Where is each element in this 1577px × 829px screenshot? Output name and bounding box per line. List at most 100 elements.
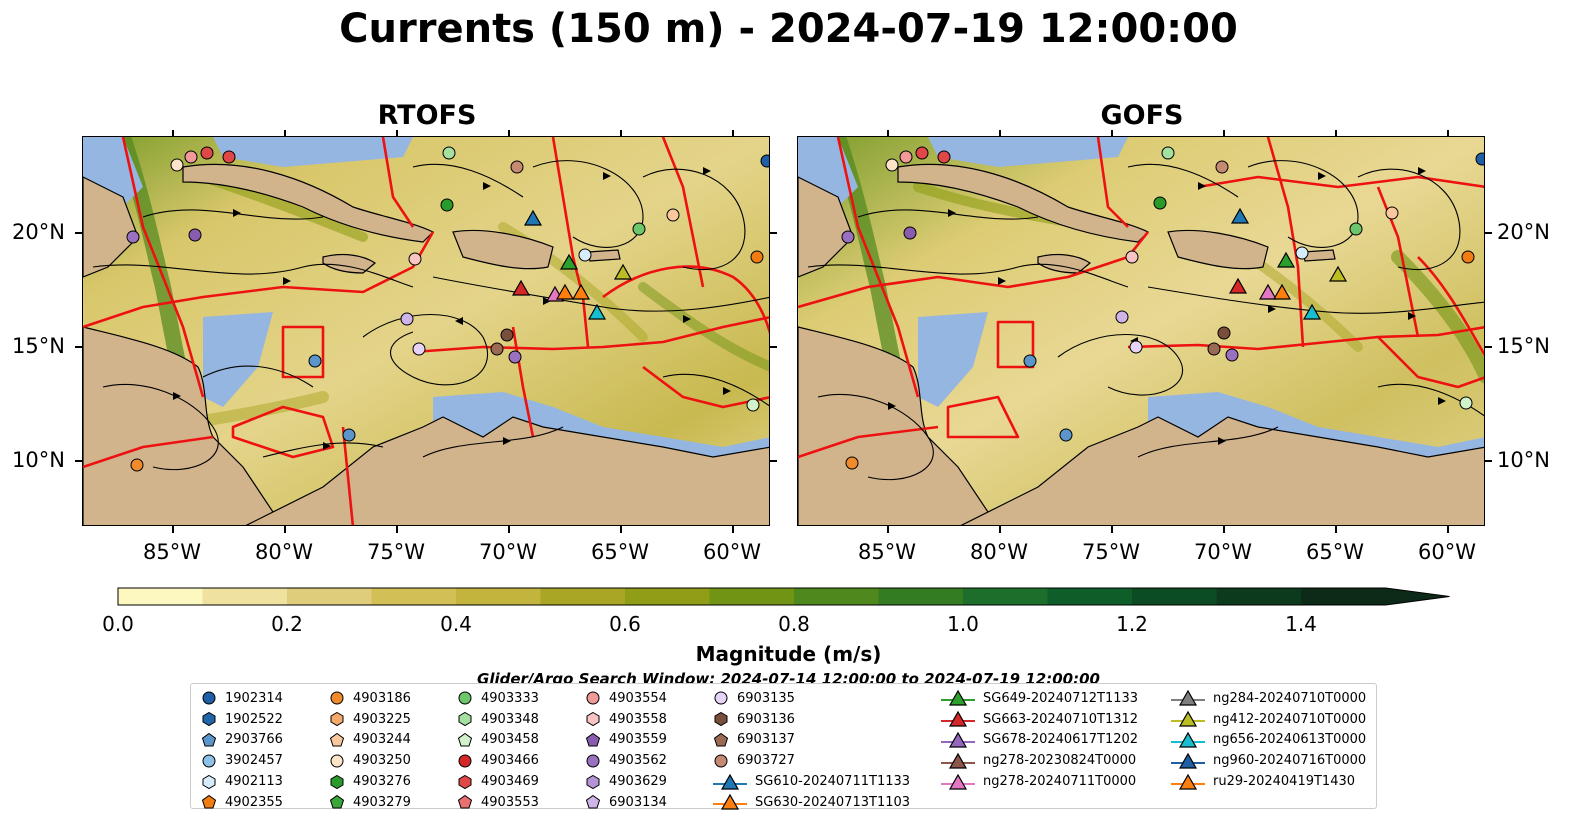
- lat-label: 10°N: [12, 448, 65, 472]
- land-hispaniola: [452, 229, 554, 270]
- legend-item: 6903135: [713, 688, 910, 709]
- map-gofs[interactable]: [797, 136, 1485, 526]
- legend-item: 4903466: [457, 750, 539, 771]
- land-hispaniola: [1167, 229, 1269, 270]
- glider-marker-icon: [941, 710, 983, 728]
- legend-column: 6903135 6903136 6903137 6903727 SG610-202407…: [713, 688, 910, 813]
- legend-label: 4903562: [609, 753, 667, 769]
- legend-label: 4903558: [609, 711, 667, 727]
- legend-item: 4903559: [585, 730, 667, 751]
- glider-marker-icon: [1171, 689, 1213, 707]
- colorbar-tick: 1.0: [947, 612, 979, 636]
- legend-label: SG649-20240712T1133: [983, 690, 1139, 706]
- legend-item: 4903333: [457, 688, 539, 709]
- float-markers: [126, 146, 769, 472]
- thermal-fronts: [83, 137, 769, 525]
- legend-label: 4903466: [481, 753, 539, 769]
- pentagon-marker-icon: [585, 794, 609, 810]
- hexagon-marker-icon: [585, 774, 609, 790]
- lat-label: 20°N: [12, 220, 65, 244]
- legend-label: 4903629: [609, 774, 667, 790]
- colorbar-segment: [456, 588, 541, 605]
- glider-marker-icon: [1171, 752, 1213, 770]
- legend-item: 4902355: [201, 792, 283, 813]
- legend-label: 4903458: [481, 732, 539, 748]
- legend-item: 4903244: [329, 730, 411, 751]
- colorbar-tick: 1.4: [1285, 612, 1317, 636]
- legend-item: 4903348: [457, 709, 539, 730]
- land-yucatan: [798, 176, 854, 278]
- land-cuba: [897, 163, 1150, 243]
- legend-label: 4903186: [353, 690, 411, 706]
- pentagon-marker-icon: [585, 732, 609, 748]
- legend-label: 4903348: [481, 711, 539, 727]
- stream-arrows: [173, 167, 731, 450]
- legend-label: 4902113: [225, 774, 283, 790]
- colorbar-segment: [1047, 588, 1133, 605]
- legend-item: SG610-20240711T1133: [713, 771, 910, 792]
- legend-item: 2903766: [201, 730, 283, 751]
- land-south-america: [960, 416, 1484, 525]
- legend-item: ng960-20240716T0000: [1171, 750, 1366, 771]
- hexagon-marker-icon: [201, 711, 225, 727]
- legend-label: 4903553: [481, 794, 539, 810]
- colorbar-tick: 0.6: [609, 612, 641, 636]
- legend-item: 3902457: [201, 750, 283, 771]
- lon-label: 85°W: [858, 540, 916, 564]
- legend-label: 6903727: [737, 753, 795, 769]
- hexagon-marker-icon: [457, 711, 481, 727]
- land-yucatan: [83, 176, 139, 278]
- circle-marker-icon: [201, 690, 225, 706]
- legend-column: SG649-20240712T1133 SG663-20240710T1312 SG…: [941, 688, 1138, 792]
- map-rtofs-canvas: [83, 137, 769, 525]
- glider-marker-icon: [941, 731, 983, 749]
- pentagon-marker-icon: [329, 732, 353, 748]
- glider-marker-icon: [941, 752, 983, 770]
- pentagon-marker-icon: [457, 732, 481, 748]
- legend-item: 4903558: [585, 709, 667, 730]
- circle-marker-icon: [457, 690, 481, 706]
- stream-arrows: [888, 167, 1446, 445]
- panel-title-rtofs: RTOFS: [377, 100, 477, 131]
- legend-label: 4903276: [353, 774, 411, 790]
- legend-column: 4903186 4903225 4903244 4903250 4903276 49032…: [329, 688, 411, 813]
- legend-label: ng412-20240710T0000: [1213, 711, 1367, 727]
- legend-item: 4903186: [329, 688, 411, 709]
- land-cuba: [182, 163, 435, 243]
- colorbar-outline: [117, 587, 1450, 606]
- colorbar: [117, 587, 1450, 606]
- legend-label: 6903135: [737, 690, 795, 706]
- colorbar-segment: [1132, 588, 1217, 605]
- thermal-fronts: [798, 137, 1484, 459]
- legend: 1902314 1902522 2903766 3902457 4902113 49023…: [190, 683, 1377, 810]
- legend-item: 4903279: [329, 792, 411, 813]
- legend-column: ng284-20240710T0000 ng412-20240710T0000 ng…: [1171, 688, 1366, 792]
- legend-item: 6903727: [713, 750, 910, 771]
- colorbar-segment: [625, 588, 710, 605]
- legend-label: ng278-20240711T0000: [983, 774, 1137, 790]
- colorbar-segment: [709, 588, 795, 605]
- lon-label: 75°W: [1082, 540, 1140, 564]
- legend-label: 3902457: [225, 753, 283, 769]
- circle-marker-icon: [457, 753, 481, 769]
- legend-label: 4903244: [353, 732, 411, 748]
- colorbar-segment: [963, 588, 1048, 605]
- colorbar-tick: 0.4: [440, 612, 472, 636]
- lon-label: 85°W: [143, 540, 201, 564]
- land-masses: [798, 163, 1484, 525]
- legend-label: ng960-20240716T0000: [1213, 753, 1367, 769]
- map-rtofs[interactable]: [82, 136, 770, 526]
- lat-label: 15°N: [1497, 334, 1550, 358]
- colorbar-segment: [371, 588, 457, 605]
- colorbar-segment: [1216, 588, 1302, 605]
- legend-label: 1902314: [225, 690, 283, 706]
- land-puerto-rico: [587, 249, 621, 262]
- colorbar-segment: [202, 588, 288, 605]
- legend-label: 4903559: [609, 732, 667, 748]
- colorbar-tick: 0.8: [778, 612, 810, 636]
- pentagon-marker-icon: [457, 794, 481, 810]
- lat-label: 15°N: [12, 334, 65, 358]
- legend-label: ng284-20240710T0000: [1213, 690, 1367, 706]
- legend-label: SG663-20240710T1312: [983, 711, 1139, 727]
- legend-label: 1902522: [225, 711, 283, 727]
